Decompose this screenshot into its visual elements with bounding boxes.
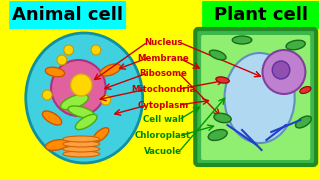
Ellipse shape (93, 128, 109, 142)
Circle shape (71, 74, 92, 96)
Ellipse shape (100, 64, 121, 76)
Ellipse shape (45, 67, 65, 77)
Circle shape (57, 55, 67, 65)
Ellipse shape (63, 141, 100, 147)
FancyBboxPatch shape (9, 1, 126, 29)
Text: Chloroplast: Chloroplast (135, 132, 191, 141)
Ellipse shape (225, 53, 295, 143)
Ellipse shape (208, 130, 227, 140)
Ellipse shape (209, 50, 226, 60)
FancyBboxPatch shape (202, 1, 319, 29)
Text: Plant cell: Plant cell (213, 6, 308, 24)
Ellipse shape (286, 40, 305, 50)
Circle shape (262, 50, 305, 94)
Ellipse shape (68, 106, 94, 118)
Text: Cell wall: Cell wall (143, 116, 184, 125)
Circle shape (42, 90, 52, 100)
Text: Cytoplasm: Cytoplasm (138, 100, 189, 109)
Text: Vacuole: Vacuole (144, 147, 182, 156)
Text: Membrane: Membrane (137, 53, 189, 62)
Ellipse shape (75, 114, 97, 130)
Ellipse shape (26, 33, 143, 163)
Ellipse shape (60, 94, 88, 110)
Circle shape (64, 45, 74, 55)
Circle shape (51, 60, 106, 116)
Ellipse shape (216, 77, 229, 83)
Ellipse shape (45, 140, 68, 150)
Circle shape (272, 61, 290, 79)
FancyBboxPatch shape (195, 29, 316, 165)
Ellipse shape (214, 113, 231, 123)
Text: Nucleus: Nucleus (144, 37, 182, 46)
Circle shape (101, 95, 110, 105)
FancyBboxPatch shape (201, 35, 310, 160)
Text: Ribosome: Ribosome (139, 69, 187, 78)
Circle shape (91, 45, 101, 55)
Text: Animal cell: Animal cell (12, 6, 123, 24)
Ellipse shape (63, 151, 100, 157)
Ellipse shape (43, 111, 62, 125)
Ellipse shape (300, 87, 311, 93)
Ellipse shape (232, 36, 252, 44)
Ellipse shape (63, 146, 100, 152)
Ellipse shape (63, 136, 100, 142)
Text: Mitochondria: Mitochondria (131, 84, 195, 93)
Ellipse shape (296, 116, 311, 128)
